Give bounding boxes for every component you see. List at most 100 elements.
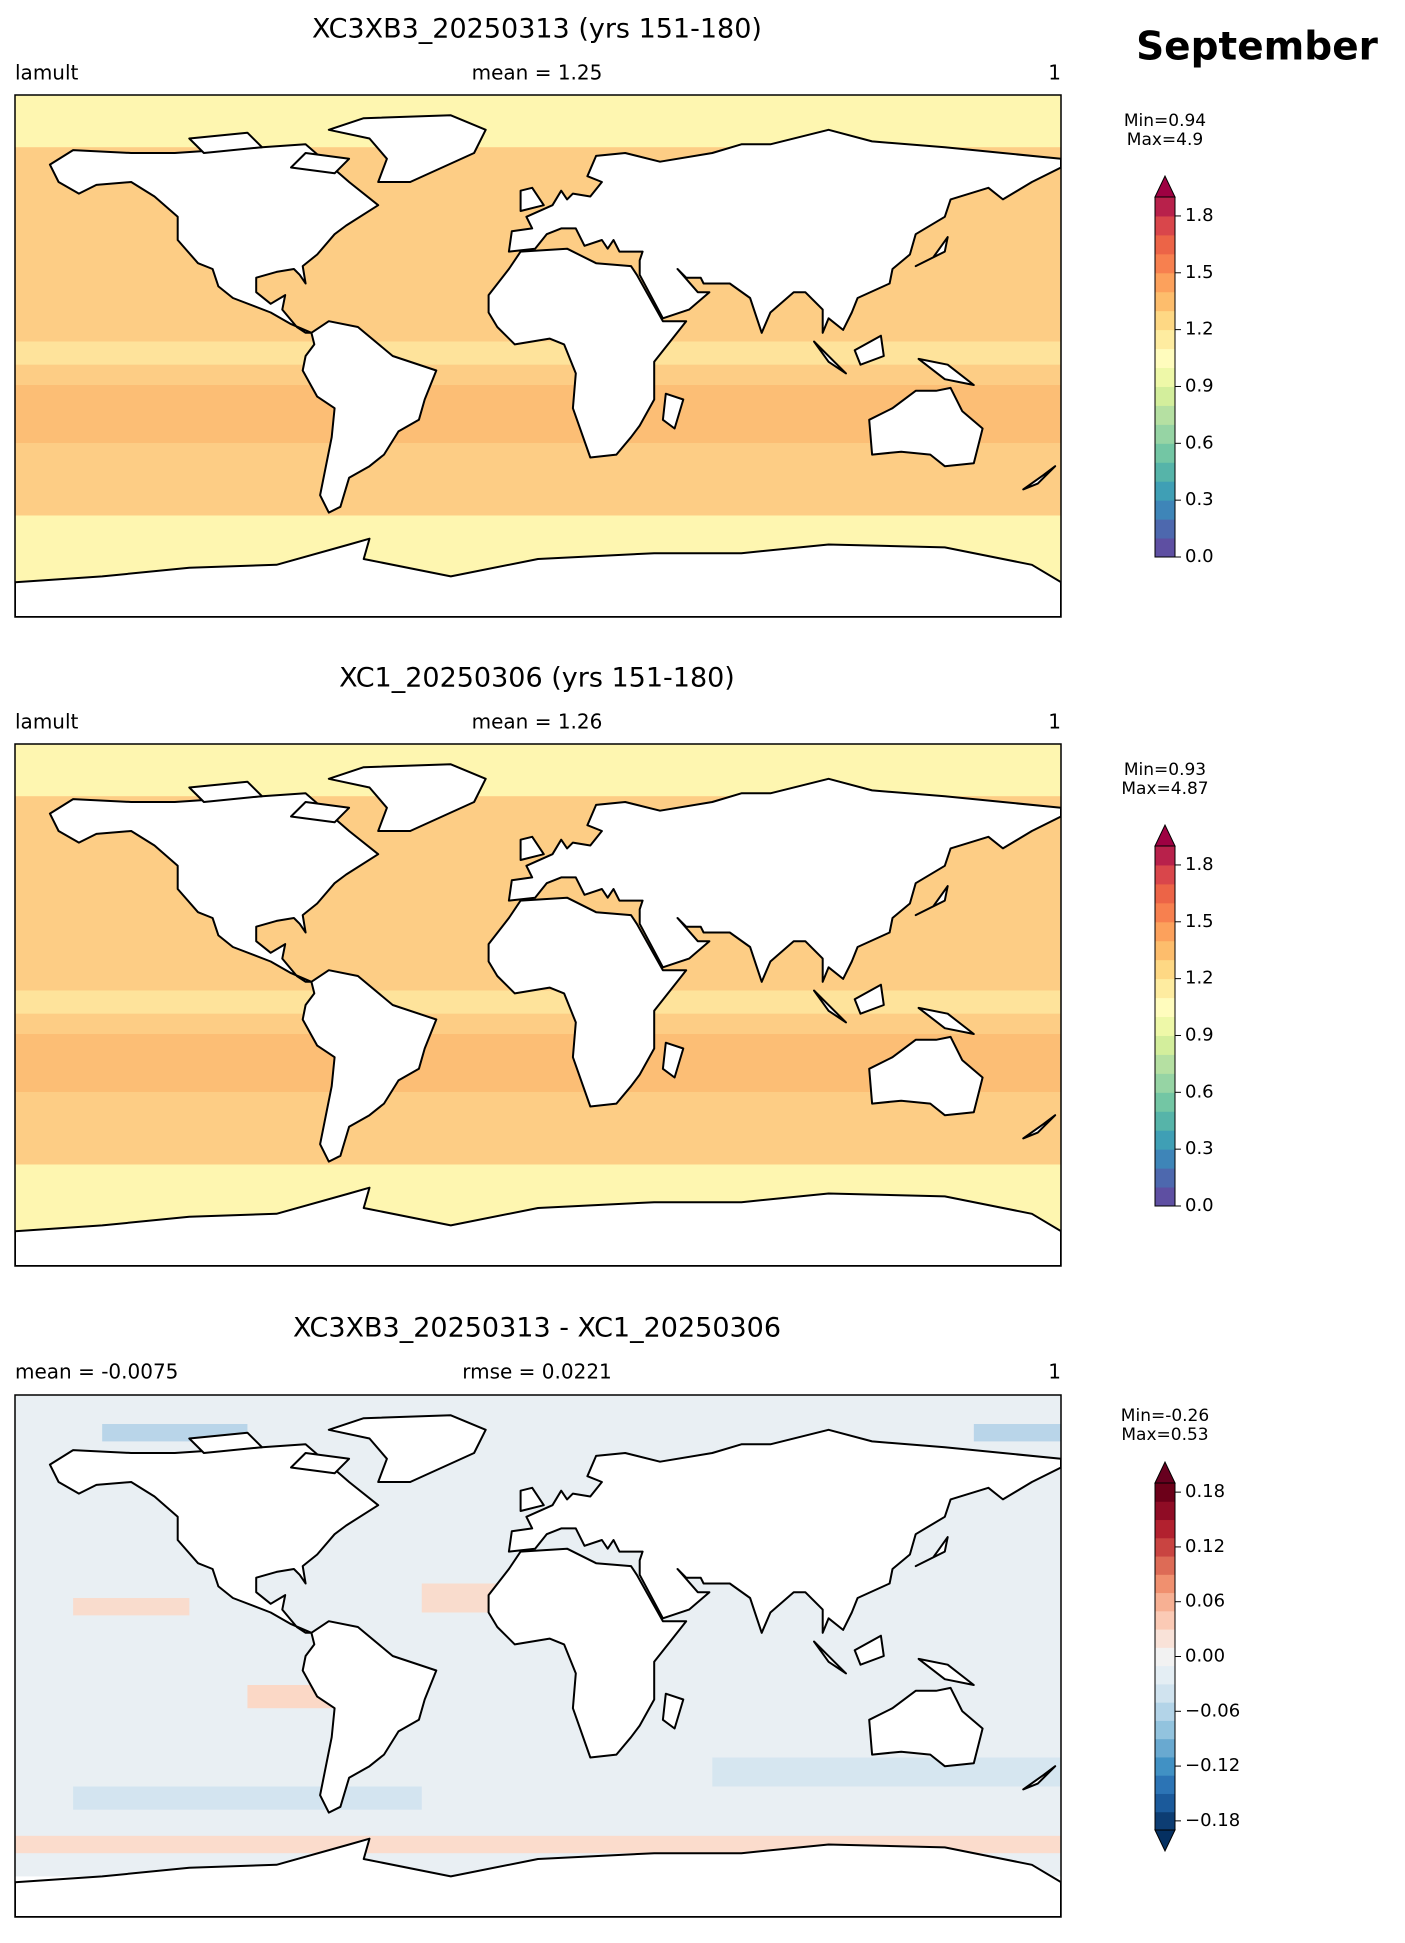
colorbar-segment (1155, 1683, 1175, 1703)
colorbar-segment (1155, 978, 1175, 999)
colorbar-segment (1155, 1702, 1175, 1721)
colorbar-frame (1154, 845, 1176, 1207)
coastline (290, 152, 351, 175)
colorbar-segment (1155, 1016, 1175, 1036)
colorbar-segment (1155, 462, 1175, 482)
colorbar-tick-label: 0.3 (1185, 489, 1214, 510)
coastline (301, 320, 438, 514)
coastline (914, 236, 949, 268)
colorbar-max-label: Max=0.53 (1121, 1425, 1208, 1445)
coastline (188, 780, 263, 803)
colorbar-extend-max (1154, 823, 1176, 847)
colorbar-tick-label: 1.5 (1185, 911, 1214, 932)
colorbar-extend-max (1154, 174, 1176, 198)
colorbar-segment (1155, 1629, 1175, 1648)
colorbar-max-label: Max=4.9 (1127, 130, 1203, 150)
coastline (813, 340, 847, 375)
colorbar-segment (1155, 1519, 1175, 1539)
colorbar-tick-label: 1.8 (1185, 205, 1214, 226)
colorbar-segment (1155, 329, 1175, 350)
colorbar-tick-label: 1.2 (1185, 968, 1214, 989)
colorbar-segment (1155, 921, 1175, 942)
colorbar-segment (1155, 1665, 1175, 1685)
colorbar-segment (1155, 997, 1175, 1018)
colorbar-segment (1155, 538, 1175, 558)
colorbar-min-label: Min=0.93 (1124, 760, 1206, 780)
colorbar-tick-label: 0.9 (1185, 375, 1214, 396)
coastline (868, 386, 984, 468)
colorbar-segment (1155, 1610, 1175, 1630)
colorbar-min-label: Min=0.94 (1124, 111, 1206, 131)
coastline (1022, 465, 1057, 491)
colorbar-segment (1155, 959, 1175, 980)
coastline (188, 1431, 263, 1454)
ocean-band (15, 744, 1061, 797)
coastline (914, 1536, 949, 1568)
panel-left-label: lamult (15, 710, 79, 734)
colorbar-segment (1155, 215, 1175, 236)
colorbar-segment (1155, 1035, 1175, 1055)
colorbar-tick-label: 1.8 (1185, 854, 1214, 875)
ocean-anomaly (73, 1598, 190, 1616)
colorbar-segment (1155, 864, 1175, 885)
colorbar-segment (1155, 1775, 1175, 1794)
colorbar-segment (1155, 1501, 1175, 1521)
colorbar-segment (1155, 1111, 1175, 1131)
colorbar-tick-label: −0.12 (1185, 1755, 1240, 1776)
panel-center-label: mean = 1.25 (472, 61, 603, 85)
colorbar-segment (1155, 1130, 1175, 1150)
panel-left-label: lamult (15, 61, 79, 85)
colorbar-segment (1155, 940, 1175, 961)
coastline (15, 1837, 1061, 1917)
ocean-anomaly (973, 1424, 1061, 1442)
panel-right-label: 1 (1048, 1360, 1061, 1384)
colorbar-segment (1155, 1647, 1175, 1667)
coastline (487, 896, 688, 1108)
coastline (853, 1634, 885, 1666)
coastline (519, 186, 545, 212)
coastline (917, 1657, 975, 1686)
ocean-band (15, 990, 1061, 1014)
colorbar-segment (1155, 1811, 1175, 1831)
colorbar-extend-max (1154, 1460, 1176, 1484)
coastline (507, 777, 1061, 983)
colorbar-segment (1155, 902, 1175, 923)
coastline (914, 885, 949, 917)
colorbar-tick-label: 0.6 (1185, 1081, 1214, 1102)
colorbar-segment (1155, 1054, 1175, 1074)
panel-center-label: rmse = 0.0221 (462, 1360, 612, 1384)
colorbar-tick-label: 0.12 (1185, 1536, 1225, 1557)
colorbar-segment (1155, 272, 1175, 293)
coastline (507, 128, 1061, 334)
colorbar-tick-label: 0.0 (1185, 546, 1214, 567)
coastline (1022, 1765, 1057, 1791)
coastline (48, 143, 380, 334)
ocean-anomaly (712, 1757, 1061, 1787)
colorbar-segment (1155, 1092, 1175, 1112)
coastline (868, 1686, 984, 1768)
colorbar-segment (1155, 481, 1175, 501)
coastline (290, 801, 351, 824)
colorbar-segment (1155, 1073, 1175, 1093)
ocean-anomaly (73, 1786, 422, 1810)
colorbar-tick-label: 0.3 (1185, 1138, 1214, 1159)
colorbar-segment (1155, 348, 1175, 369)
colorbar-segment (1155, 253, 1175, 274)
coastline (48, 1443, 380, 1634)
coastline (1022, 1114, 1057, 1140)
ocean-band (15, 341, 1061, 365)
colorbar-tick-label: −0.18 (1185, 1810, 1240, 1831)
coastline (327, 1414, 487, 1483)
panel-title: XC1_20250306 (yrs 151-180) (339, 663, 735, 694)
coastline (813, 989, 847, 1024)
coastline (853, 334, 885, 366)
colorbar-segment (1155, 291, 1175, 312)
colorbar-segment (1155, 367, 1175, 387)
panel-title: XC3XB3_20250313 (yrs 151-180) (312, 14, 762, 45)
colorbar-segment (1155, 443, 1175, 463)
colorbar-segment (1155, 1556, 1175, 1575)
coastline (301, 969, 438, 1163)
coastline (15, 1186, 1061, 1266)
colorbar-segment (1155, 1537, 1175, 1557)
